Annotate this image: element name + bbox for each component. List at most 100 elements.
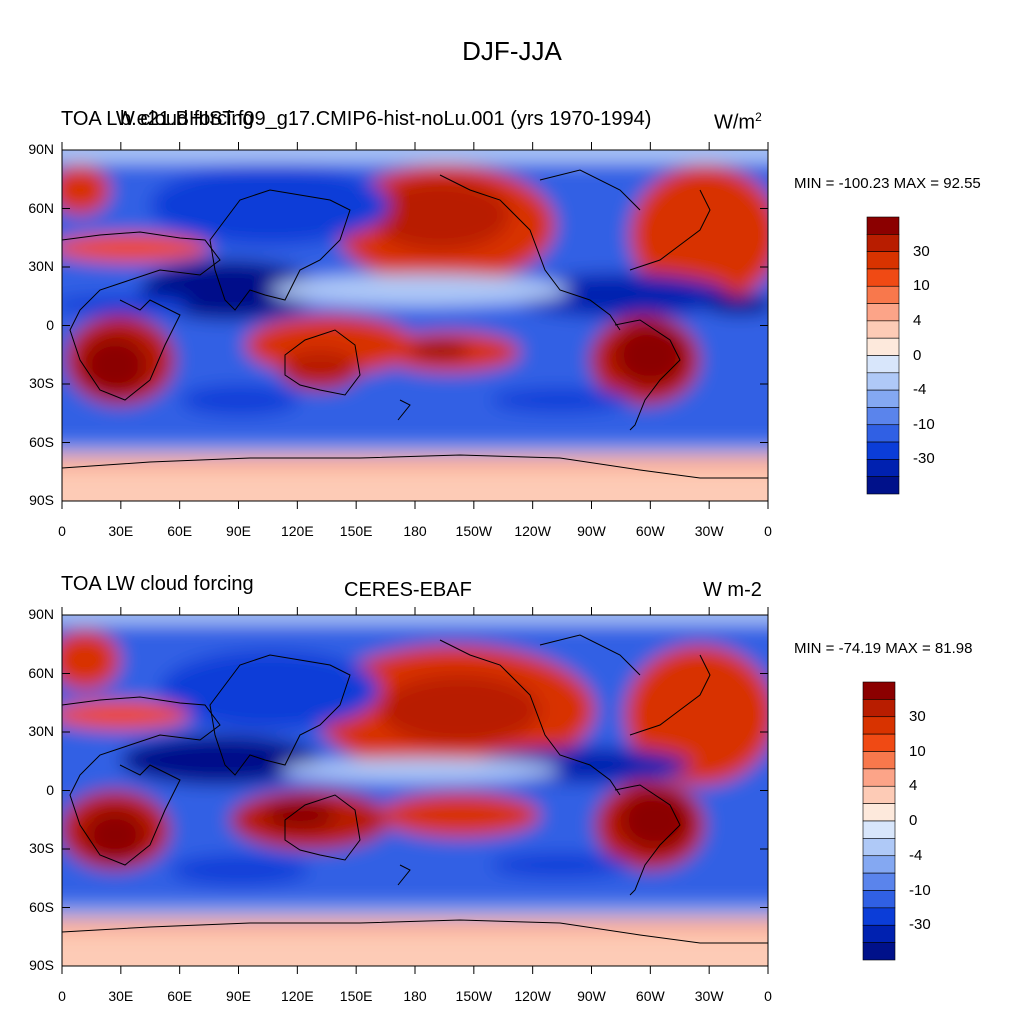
panel1-lon-label: 90E — [226, 523, 251, 539]
panel1-lon-label: 150E — [339, 523, 373, 539]
panel1-lat-label: 0 — [46, 316, 54, 333]
colorbar-box — [862, 855, 896, 874]
panel2-lon-label: 60E — [167, 988, 193, 1004]
panel2-lon-label: 30W — [694, 988, 724, 1004]
panel2-colorbar-label: -10 — [909, 881, 931, 899]
colorbar-box — [862, 699, 896, 718]
panel2-lon-label: 120W — [514, 988, 551, 1004]
colorbar-box — [866, 285, 900, 304]
colorbar-box — [862, 838, 896, 857]
colorbar-box — [862, 924, 896, 943]
panel2-lon-label: 0 — [764, 988, 772, 1004]
panel1-left-title: TOA LW cloud forcing — [61, 108, 254, 130]
panel2-lon-label: 0 — [58, 988, 66, 1004]
panel1-lat-label: 30N — [28, 258, 54, 274]
panel1-lon-label: 30E — [108, 523, 134, 539]
panel2-colorbar-label: 4 — [909, 777, 918, 795]
colorbar-box — [862, 890, 896, 909]
panel1-colorbar-label: 30 — [913, 242, 930, 260]
panel1-lat-label: 60N — [28, 199, 54, 216]
panel2-colorbar-label: -30 — [909, 916, 931, 934]
panel1-lat-label: 60S — [29, 433, 54, 450]
panel1-lon-label: 120W — [514, 523, 551, 539]
panel2-colorbar-label: 10 — [909, 742, 926, 760]
panel1-center-title: b.e21.BHIST.f09_g17.CMIP6-hist-noLu.001 … — [120, 108, 652, 130]
panel2-lon-label: 60W — [635, 988, 665, 1004]
panel1-lon-label: 0 — [764, 523, 772, 539]
colorbar-box — [866, 441, 900, 460]
panel1-units-exponent: 2 — [755, 110, 762, 124]
panel1-units-base: W/m — [714, 111, 756, 134]
colorbar-box — [862, 907, 896, 926]
panel1-lon-label: 120E — [280, 523, 314, 539]
panel2-lat-label: 90N — [28, 606, 54, 622]
panel2-lon-label: 90E — [226, 988, 251, 1004]
panel2-lat-label: 30S — [29, 840, 54, 856]
panel1-lat-label: 30S — [29, 375, 54, 391]
colorbar-box — [862, 872, 896, 891]
colorbar-box — [862, 751, 896, 770]
colorbar-box — [866, 355, 900, 374]
panel2-lon-label: 30E — [108, 988, 134, 1004]
panel1-lon-label: 90W — [577, 523, 606, 539]
colorbar-box — [866, 389, 900, 408]
axis-ticks — [61, 142, 769, 974]
panel1-units: W/m2 — [714, 110, 762, 135]
colorbar-box — [866, 251, 900, 270]
panel2-lon-label: 180 — [403, 988, 427, 1004]
panel2-lat-label: 0 — [46, 781, 54, 798]
colorbar-box — [862, 942, 896, 961]
panel2-lat-label: 30N — [28, 723, 54, 739]
colorbar-box — [862, 803, 896, 822]
panel2-left-title: TOA LW cloud forcing — [61, 573, 254, 595]
panel1-map — [62, 150, 768, 501]
panel1-colorbar-label: 10 — [913, 277, 930, 295]
panel1-lon-label: 60W — [635, 523, 665, 539]
panel2-units: W m-2 — [703, 579, 762, 601]
panel2-lon-label: 120E — [280, 988, 314, 1004]
panel1-colorbar — [866, 216, 900, 495]
colorbar-box — [862, 785, 896, 804]
colorbar-box — [866, 234, 900, 252]
panel1-lon-label: 150W — [455, 523, 493, 539]
colorbar-box — [866, 216, 900, 235]
panel2-lon-label: 150W — [455, 988, 493, 1004]
panel1-colorbar-label: -10 — [913, 415, 935, 433]
colorbar-box — [862, 768, 896, 787]
panel1-lon-label: 60E — [167, 523, 193, 539]
panel2-center-title: CERES-EBAF — [344, 579, 472, 601]
colorbar-box — [866, 372, 900, 391]
panel2-lat-label: 60S — [29, 898, 54, 915]
panel1-colorbar-label: 0 — [913, 346, 922, 364]
colorbar-box — [866, 424, 900, 443]
panel2-min-max: MIN = -74.19 MAX = 81.98 — [794, 640, 973, 657]
panel1-colorbar-label: -4 — [913, 381, 927, 399]
panel1-lat-label: 90N — [28, 141, 54, 157]
colorbar-box — [866, 320, 900, 339]
panel2-colorbar-label: -4 — [909, 846, 923, 864]
colorbar-box — [866, 407, 900, 426]
panel1-colorbar-label: 4 — [913, 311, 922, 329]
colorbar-box — [866, 268, 900, 287]
panel1-min-max: MIN = -100.23 MAX = 92.55 — [794, 175, 981, 192]
panel1-lat-label: 90S — [29, 492, 54, 508]
colorbar-box — [862, 820, 896, 839]
panel2-colorbar-label: 30 — [909, 707, 926, 725]
panel2-lon-label: 90W — [577, 988, 606, 1004]
panel2-colorbar — [862, 681, 896, 961]
panel1-lon-label: 30W — [694, 523, 724, 539]
colorbar-box — [862, 716, 896, 735]
panel2-map — [62, 615, 768, 966]
colorbar-box — [862, 681, 896, 700]
colorbar-box — [866, 459, 900, 477]
figure-title: DJF-JJA — [462, 36, 562, 66]
panel2-colorbar-label: 0 — [909, 812, 918, 829]
colorbar-box — [866, 303, 900, 322]
panel2-lat-label: 60N — [28, 664, 54, 681]
panel1-lon-label: 0 — [58, 523, 66, 539]
panel1-lon-label: 180 — [403, 523, 427, 539]
colorbar-box — [862, 733, 896, 752]
panel1-colorbar-label: -30 — [913, 450, 935, 468]
panel2-lon-label: 150E — [339, 988, 373, 1004]
